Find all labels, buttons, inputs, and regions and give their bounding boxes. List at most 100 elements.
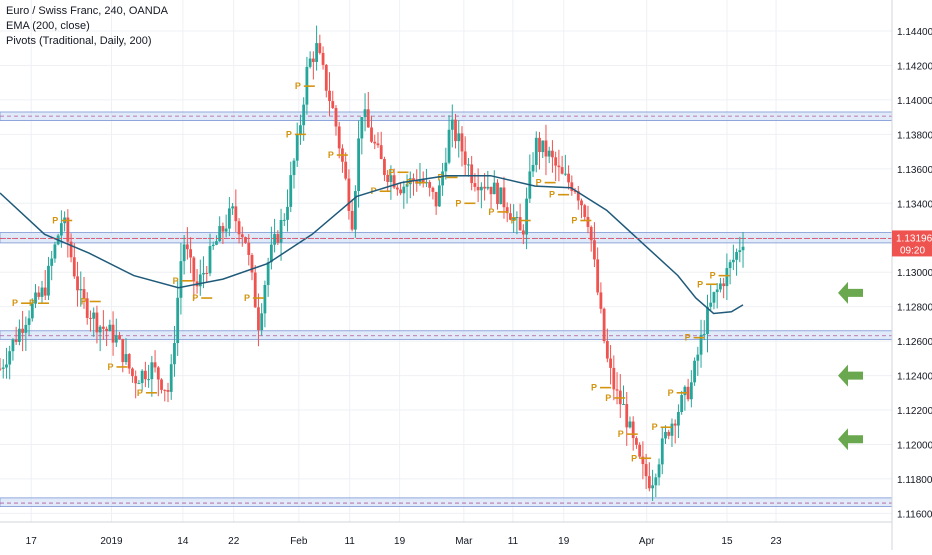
candle-body <box>295 134 299 161</box>
pivot-label: P <box>605 393 611 403</box>
y-tick-label: 1.11800 <box>897 475 932 486</box>
candle-body <box>719 283 722 290</box>
candle-body <box>156 367 160 380</box>
candle-body <box>689 382 693 400</box>
candle-body <box>150 362 154 380</box>
arrow-left-icon <box>838 281 863 304</box>
candle-body <box>95 312 99 333</box>
candle-body <box>360 117 364 139</box>
pivot-label: P <box>571 216 577 226</box>
candle-body <box>425 182 428 184</box>
candle-body <box>337 126 341 149</box>
candle-body <box>680 395 684 413</box>
x-tick-label: 11 <box>508 536 519 547</box>
candle-body <box>292 160 296 176</box>
candle-body <box>715 289 719 293</box>
candle-body <box>389 175 393 182</box>
candle-body <box>121 339 125 363</box>
candle-body <box>557 165 561 168</box>
candle-body <box>250 254 254 273</box>
candle-body <box>185 244 189 250</box>
candle-body <box>40 287 44 297</box>
candle-body <box>541 140 545 153</box>
y-tick-label: 1.13600 <box>897 165 932 176</box>
candle-body <box>47 265 50 296</box>
candle-body <box>66 217 70 242</box>
candle-body <box>573 191 577 193</box>
ema-line <box>0 174 744 315</box>
last-price-value: 1.13196 <box>896 233 932 244</box>
candle-body <box>85 298 89 318</box>
candle-body <box>738 250 742 253</box>
pivot-label: P <box>286 129 292 139</box>
candle-body <box>570 182 574 192</box>
candle-body <box>0 368 2 370</box>
candle-body <box>512 217 516 220</box>
candle-body <box>53 244 57 259</box>
pivot-label: P <box>685 333 691 343</box>
candle-body <box>647 476 651 489</box>
candle-body <box>140 370 144 384</box>
ema-legend[interactable]: EMA (200, close) <box>6 20 90 32</box>
candle-body <box>282 219 286 221</box>
candle-body <box>547 150 551 157</box>
candle-body <box>137 383 141 385</box>
pivot-label: P <box>137 388 143 398</box>
candle-body <box>244 237 247 243</box>
candle-body <box>605 341 609 359</box>
candle-body <box>134 376 138 384</box>
candle-body <box>612 367 616 390</box>
candle-body <box>473 183 477 187</box>
x-tick-label: 15 <box>721 536 733 547</box>
candle-body <box>476 186 480 191</box>
candle-body <box>363 109 367 118</box>
candle-body <box>234 206 238 222</box>
candle-body <box>89 317 92 319</box>
ema-200-line <box>0 174 744 315</box>
candle-body <box>14 339 18 342</box>
grid <box>0 0 892 522</box>
pivot-label: P <box>536 178 542 188</box>
pivot-label: P <box>652 422 658 432</box>
candle-body <box>273 234 277 245</box>
candle-body <box>437 185 441 207</box>
y-tick-label: 1.14000 <box>897 96 932 107</box>
candle-body <box>143 370 147 380</box>
candle-body <box>534 137 538 165</box>
y-tick-label: 1.12600 <box>897 337 932 348</box>
pivots-legend[interactable]: Pivots (Traditional, Daily, 200) <box>6 35 152 47</box>
candle-body <box>231 206 235 209</box>
candle-body <box>111 324 115 343</box>
candle-body <box>664 431 667 439</box>
pivot-label: P <box>488 207 494 217</box>
candle-body <box>72 257 76 277</box>
pivot-label: P <box>697 279 703 289</box>
candle-body <box>521 230 525 235</box>
candle-body <box>8 351 12 365</box>
candle-body <box>17 328 21 342</box>
candle-body <box>631 421 635 439</box>
candle-body <box>586 216 590 227</box>
candle-body <box>308 58 312 67</box>
candle-body <box>147 379 151 381</box>
candle-body <box>253 272 257 308</box>
candle-body <box>609 358 612 368</box>
candle-body <box>492 182 496 195</box>
candle-body <box>725 268 729 287</box>
candle-body <box>224 228 228 232</box>
candle-body <box>176 297 180 344</box>
candle-body <box>1 367 5 369</box>
candle-body <box>599 292 603 309</box>
pivot-label: P <box>295 81 301 91</box>
candle-body <box>373 141 377 144</box>
pivot-label: P <box>244 293 250 303</box>
candle-body <box>635 438 638 445</box>
y-tick-label: 1.14200 <box>897 61 932 72</box>
candle-body <box>486 186 490 189</box>
candle-body <box>76 276 79 291</box>
candle-body <box>683 386 687 396</box>
candle-body <box>554 157 558 166</box>
